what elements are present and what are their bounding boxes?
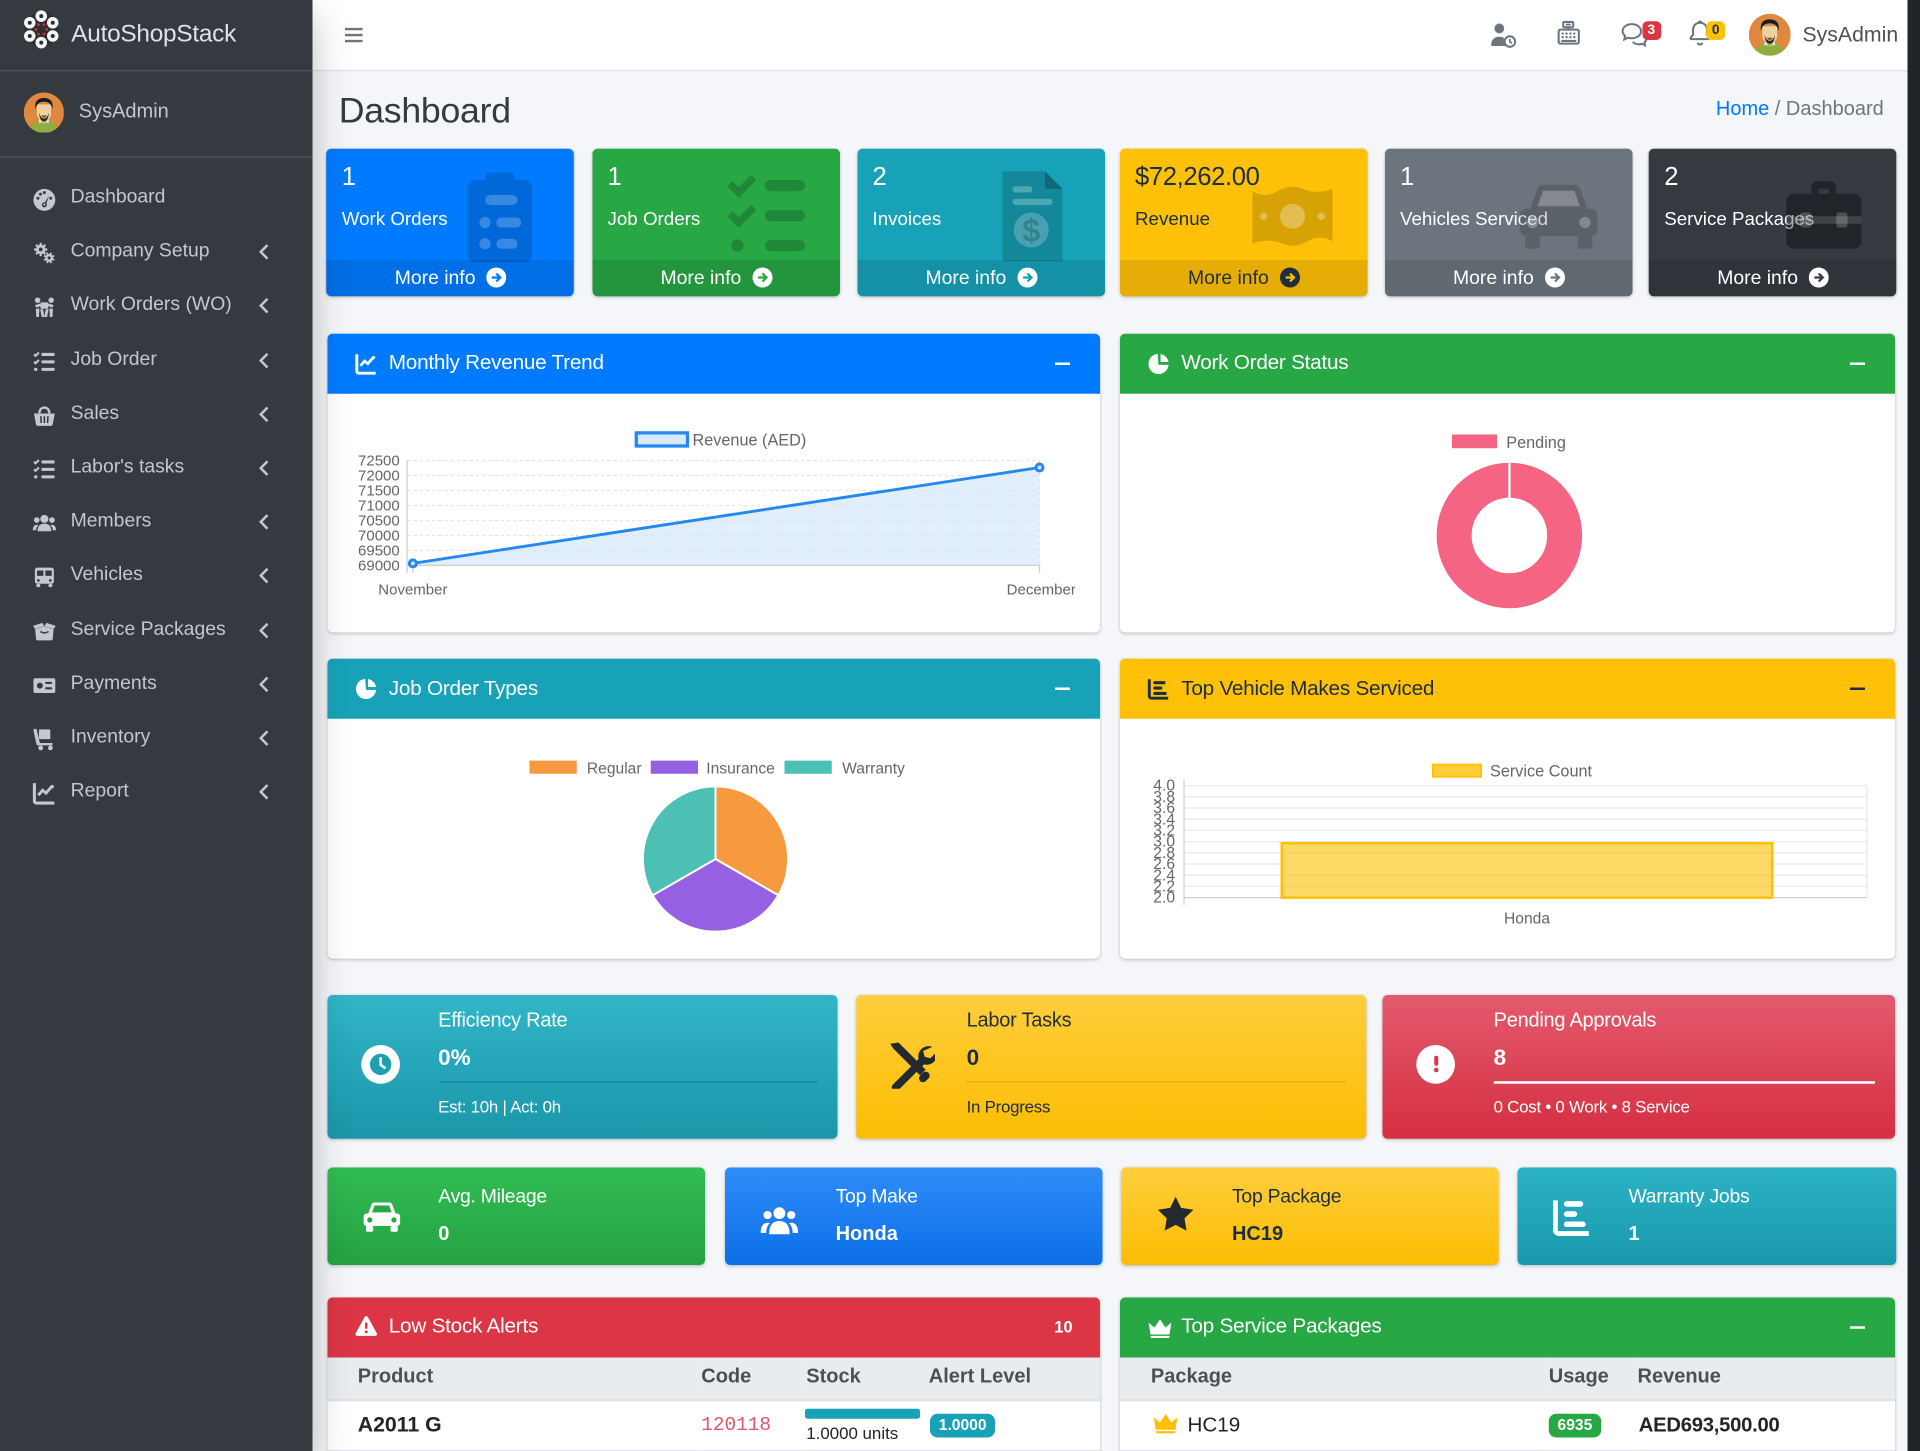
svg-text:70500: 70500 bbox=[358, 512, 400, 529]
svg-text:3.4: 3.4 bbox=[1153, 812, 1175, 829]
svg-text:Warranty: Warranty bbox=[842, 761, 905, 778]
svg-text:4.0: 4.0 bbox=[1153, 778, 1175, 795]
svg-text:Honda: Honda bbox=[1504, 911, 1550, 928]
svg-text:Insurance: Insurance bbox=[706, 761, 775, 778]
svg-text:3.2: 3.2 bbox=[1153, 823, 1175, 840]
svg-text:2.4: 2.4 bbox=[1153, 868, 1175, 885]
svg-text:3.6: 3.6 bbox=[1153, 800, 1175, 817]
svg-text:Regular: Regular bbox=[587, 761, 642, 778]
svg-text:72500: 72500 bbox=[358, 452, 400, 469]
svg-text:69500: 69500 bbox=[358, 542, 400, 559]
svg-text:2.6: 2.6 bbox=[1153, 856, 1175, 873]
svg-text:November: November bbox=[378, 581, 447, 598]
svg-text:Revenue (AED): Revenue (AED) bbox=[693, 431, 807, 449]
svg-text:$: $ bbox=[1022, 212, 1040, 248]
svg-text:2.0: 2.0 bbox=[1153, 890, 1175, 907]
svg-text:71500: 71500 bbox=[358, 482, 400, 499]
svg-text:3.8: 3.8 bbox=[1153, 789, 1175, 806]
svg-text:2.2: 2.2 bbox=[1153, 879, 1175, 896]
svg-text:Pending: Pending bbox=[1506, 433, 1566, 451]
svg-text:69000: 69000 bbox=[358, 557, 400, 574]
svg-text:70000: 70000 bbox=[358, 527, 400, 544]
svg-text:December: December bbox=[1007, 581, 1075, 598]
svg-text:Service Count: Service Count bbox=[1490, 763, 1593, 781]
svg-text:72000: 72000 bbox=[358, 467, 400, 484]
svg-text:2.8: 2.8 bbox=[1153, 845, 1175, 862]
svg-text:3.0: 3.0 bbox=[1153, 834, 1175, 851]
svg-text:71000: 71000 bbox=[358, 497, 400, 514]
